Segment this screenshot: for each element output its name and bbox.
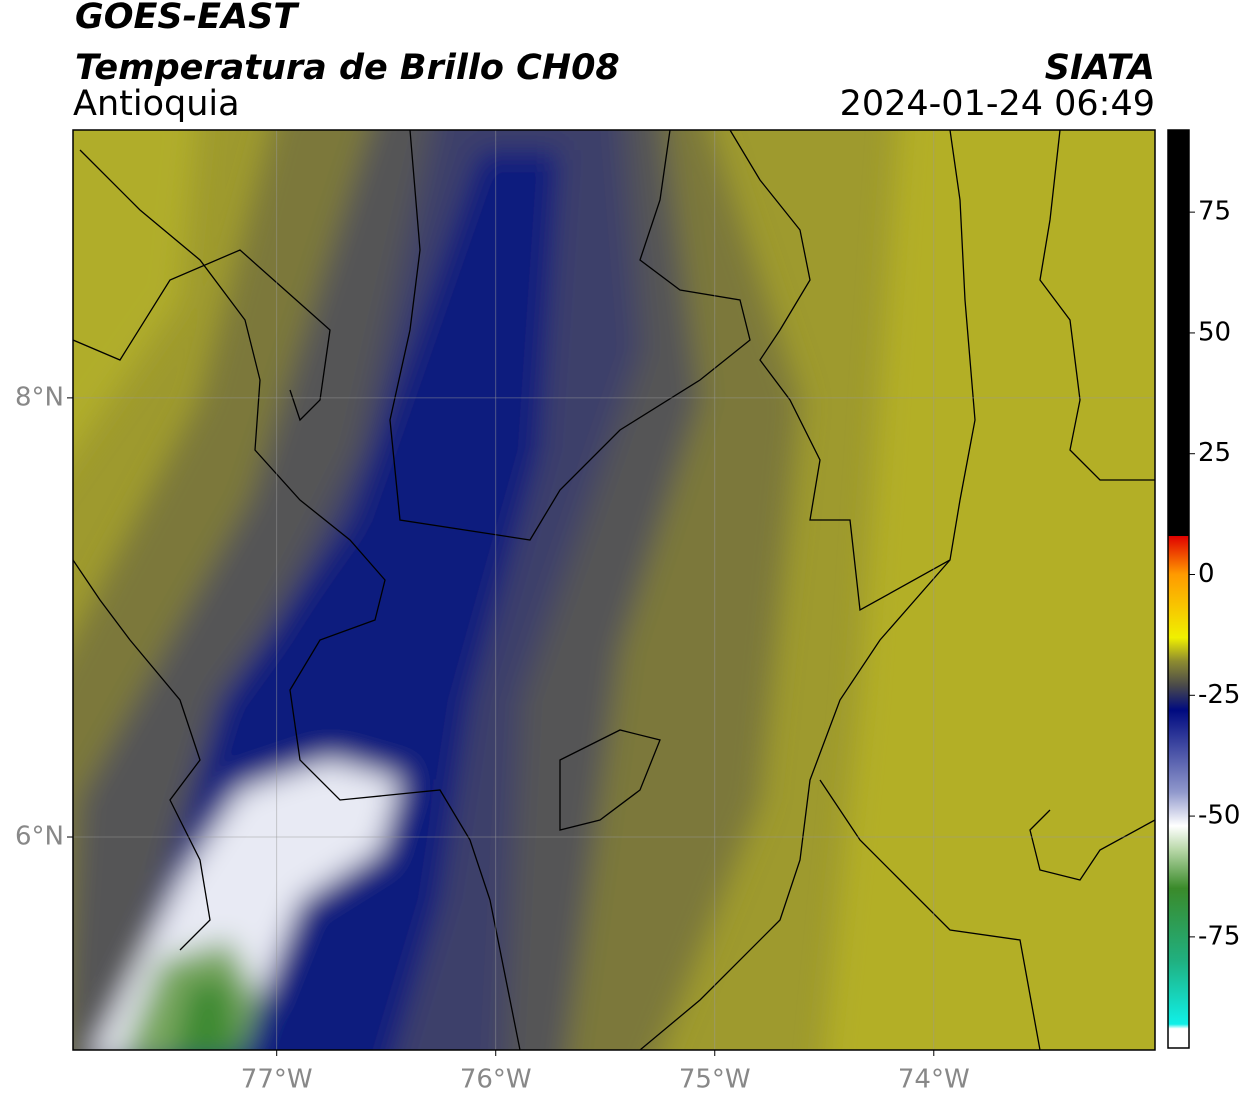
colorbar-tick-label: 0: [1198, 559, 1215, 589]
x-tick-label: 74°W: [898, 1065, 970, 1095]
colorbar: [1167, 129, 1190, 1049]
agency-label: SIATA: [1045, 48, 1155, 88]
x-tick-label: 75°W: [679, 1065, 751, 1095]
colorbar-tick-label: -75: [1198, 921, 1240, 951]
grid: [73, 130, 1155, 1050]
datetime-label: 2024-01-24 06:49: [840, 84, 1155, 124]
product-title: Temperatura de Brillo CH08: [75, 48, 620, 88]
region-label: Antioquia: [73, 84, 240, 124]
colorbar-tick-label: 75: [1198, 197, 1231, 227]
colorbar-tick-label: 25: [1198, 438, 1231, 468]
colorbar-tick-label: -50: [1198, 801, 1240, 831]
colorbar-tick-label: -25: [1198, 680, 1240, 710]
boundaries: [73, 130, 1155, 1050]
x-tick-label: 77°W: [241, 1065, 313, 1095]
y-tick-label: 6°N: [15, 822, 64, 852]
y-tick-label: 8°N: [15, 382, 64, 412]
map-frame: [72, 129, 1156, 1051]
x-tick-label: 76°W: [460, 1065, 532, 1095]
satellite-image: [73, 130, 1155, 1050]
colorbar-tick-label: 50: [1198, 317, 1231, 347]
source-title: GOES-EAST: [75, 0, 300, 37]
